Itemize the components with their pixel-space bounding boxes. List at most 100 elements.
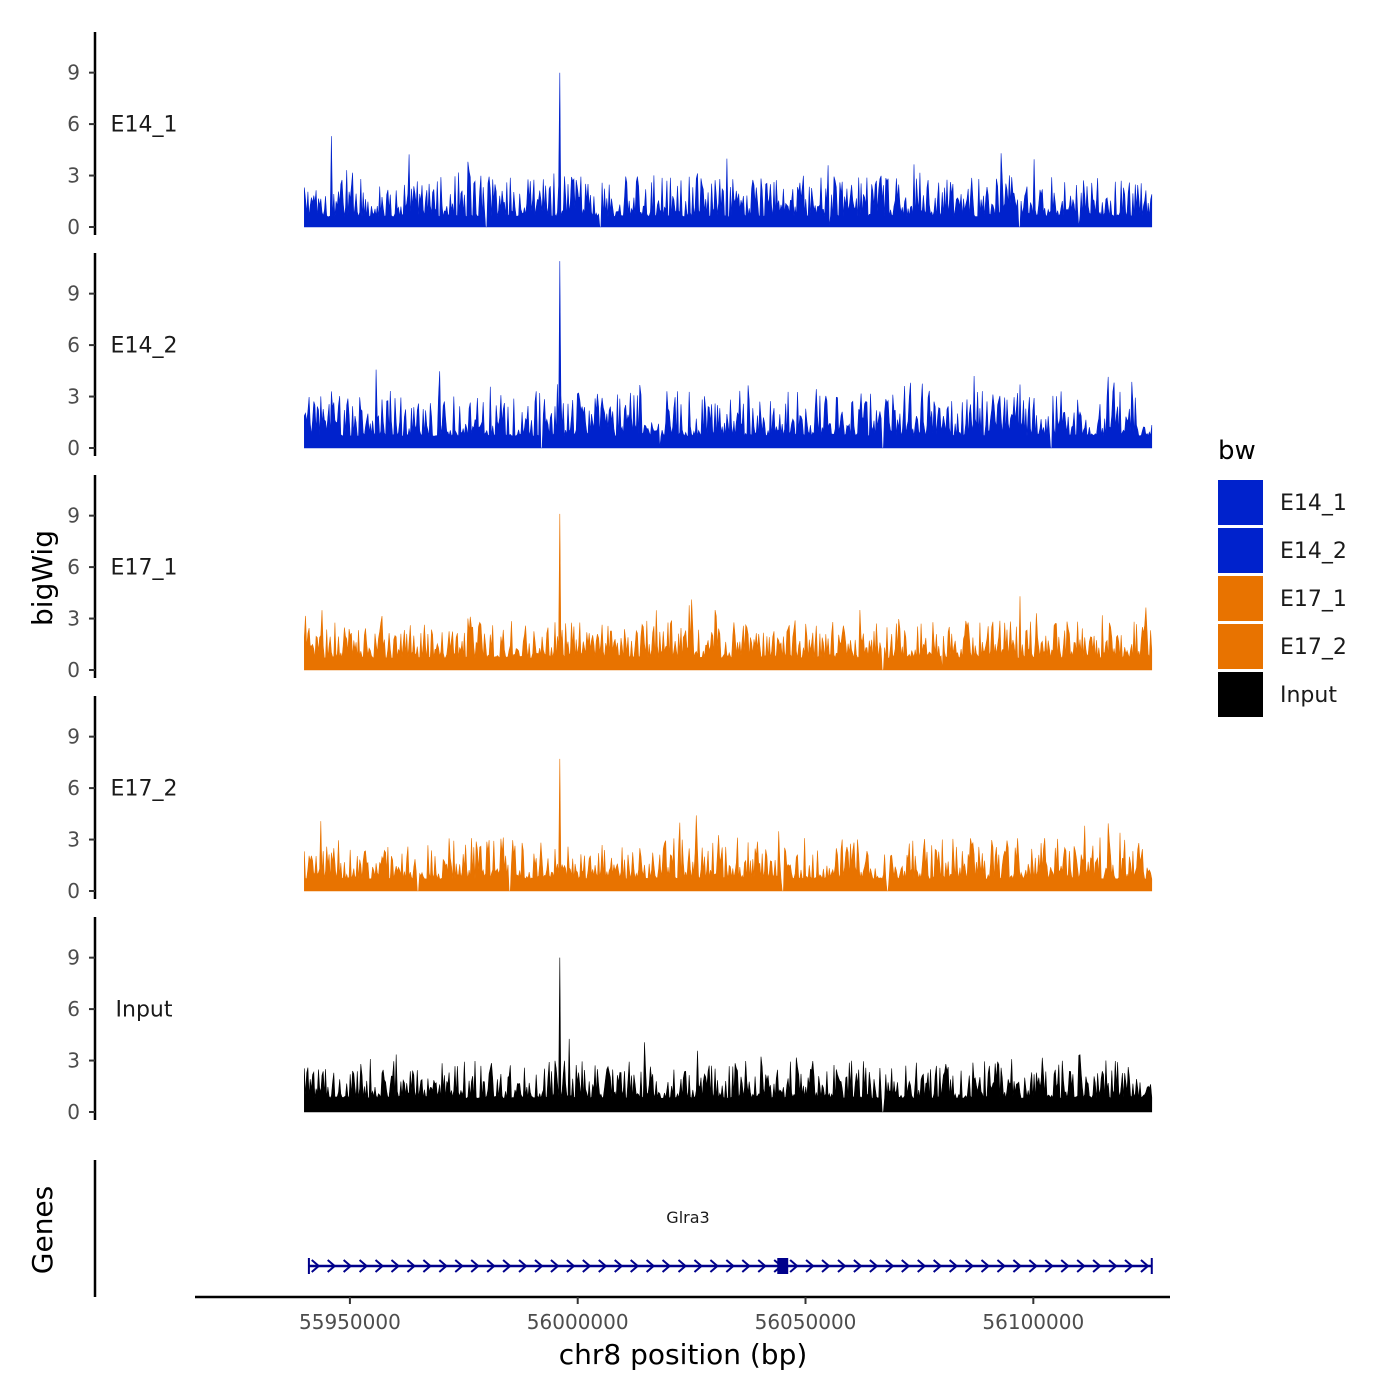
gene-strand-arrow <box>454 1259 464 1273</box>
gene-strand-arrow <box>869 1259 879 1273</box>
signal-area-Input <box>304 957 1153 1113</box>
gene-strand-arrow <box>1044 1259 1054 1273</box>
y-tick-label-E17_1-9: 9 <box>67 504 80 528</box>
gene-strand-arrow <box>422 1259 432 1273</box>
gene-strand-arrow <box>534 1259 544 1273</box>
gene-label: Glra3 <box>666 1208 709 1227</box>
gene-strand-arrow <box>741 1259 751 1273</box>
genes-axis-title: Genes <box>26 1186 59 1274</box>
gene-strand-arrow <box>582 1259 592 1273</box>
gene-strand-arrow <box>821 1259 831 1273</box>
legend-label-E17_2: E17_2 <box>1280 635 1347 660</box>
gene-strand-arrow <box>980 1259 991 1273</box>
gene-strand-arrow <box>885 1259 895 1273</box>
track-label-E17_2: E17_2 <box>111 777 178 802</box>
gene-strand-arrow <box>342 1259 353 1273</box>
y-tick-label-E14_1-6: 6 <box>67 112 80 136</box>
y-tick-label-Input-0: 0 <box>67 1100 80 1124</box>
gene-strand-arrow <box>374 1259 385 1273</box>
signal-area-E14_1 <box>304 72 1153 228</box>
legend: bw E14_1 E14_2 E17_1 E17_2 Input <box>1218 436 1347 717</box>
gene-strand-arrow <box>837 1259 847 1273</box>
y-tick-label-Input-9: 9 <box>67 946 80 970</box>
gene-strand-arrow <box>789 1259 799 1273</box>
legend-key-Input <box>1218 672 1263 717</box>
gene-strand-arrow <box>406 1259 416 1273</box>
gene-strand-arrow <box>948 1259 959 1273</box>
gene-strand-arrow <box>1060 1259 1070 1273</box>
legend-key-E17_2 <box>1218 624 1263 669</box>
gene-strand-arrow <box>917 1259 927 1273</box>
gene-strand-arrow <box>502 1259 512 1273</box>
y-tick-label-E17_2-0: 0 <box>67 879 80 903</box>
signal-area-E17_1 <box>303 513 1153 671</box>
legend-key-E17_1 <box>1218 576 1263 621</box>
y-tick-label-E17_1-6: 6 <box>67 555 80 579</box>
y-tick-label-E14_1-3: 3 <box>67 164 80 188</box>
y-tick-label-E14_2-3: 3 <box>67 385 80 409</box>
y-tick-label-E17_2-6: 6 <box>67 776 80 800</box>
signal-area-E14_2 <box>303 261 1153 449</box>
y-tick-label-E14_1-9: 9 <box>67 61 80 85</box>
gene-strand-arrow <box>311 1259 321 1273</box>
gene-strand-arrow <box>550 1259 560 1273</box>
track-E14_2: 0 3 6 9 E14_2 <box>67 253 1153 460</box>
gene-strand-arrow <box>932 1259 943 1273</box>
legend-key-E14_2 <box>1218 528 1263 573</box>
gene-strand-arrow <box>693 1259 703 1273</box>
y-tick-label-E14_2-9: 9 <box>67 282 80 306</box>
gene-strand-arrow <box>438 1259 448 1273</box>
x-axis-title: chr8 position (bp) <box>559 1338 808 1371</box>
gene-strand-arrow <box>1092 1259 1102 1273</box>
gene-strand-arrow <box>996 1259 1006 1273</box>
y-tick-label-E17_1-3: 3 <box>67 607 80 631</box>
legend-label-E14_1: E14_1 <box>1280 491 1347 516</box>
x-tick-label-56100000: 56100000 <box>982 1310 1084 1334</box>
track-label-Input: Input <box>116 998 173 1023</box>
gene-strand-arrow <box>1124 1259 1134 1273</box>
gene-strand-arrow <box>518 1259 528 1273</box>
legend-label-Input: Input <box>1280 683 1337 708</box>
gene-strand-arrow <box>1028 1259 1038 1273</box>
gene-strand-arrow <box>390 1259 401 1273</box>
y-axis-title: bigWig <box>26 530 59 626</box>
gene-strand-arrow <box>1140 1259 1150 1273</box>
gene-strand-arrow <box>1012 1259 1022 1273</box>
legend-key-E14_1 <box>1218 480 1263 525</box>
y-tick-label-E17_2-9: 9 <box>67 725 80 749</box>
track-E14_1: 0 3 6 9 E14_1 <box>67 32 1153 239</box>
gene-strand-arrow <box>901 1259 911 1273</box>
track-E17_2: 0 3 6 9 E17_2 <box>67 696 1153 903</box>
track-label-E14_2: E14_2 <box>111 334 178 359</box>
y-tick-label-Input-3: 3 <box>67 1049 80 1073</box>
gene-strand-arrow <box>1076 1259 1086 1273</box>
gene-strand-arrow <box>630 1259 640 1273</box>
track-Input: 0 3 6 9 Input <box>67 917 1153 1124</box>
track-label-E14_1: E14_1 <box>111 113 178 138</box>
gene-exon <box>777 1258 789 1274</box>
gene-panel: Glra3 <box>93 1160 1153 1297</box>
gene-strand-arrow <box>358 1259 369 1273</box>
legend-label-E17_1: E17_1 <box>1280 587 1347 612</box>
legend-title: bw <box>1218 436 1256 466</box>
gene-strand-arrow <box>661 1259 672 1273</box>
gene-strand-arrow <box>757 1259 767 1273</box>
y-tick-label-E14_2-0: 0 <box>67 436 80 460</box>
legend-label-E14_2: E14_2 <box>1280 539 1347 564</box>
gene-strand-arrow <box>964 1259 975 1273</box>
gene-strand-arrow <box>566 1259 576 1273</box>
signal-area-E17_2 <box>304 758 1153 892</box>
x-axis: 55950000 56000000 56050000 56100000 <box>195 1295 1170 1334</box>
y-tick-label-E14_2-6: 6 <box>67 333 80 357</box>
track-label-E17_1: E17_1 <box>111 556 178 581</box>
gene-strand-arrow <box>486 1259 496 1273</box>
y-tick-label-E17_2-3: 3 <box>67 828 80 852</box>
gene-strand-arrow <box>725 1259 735 1273</box>
track-E17_1: 0 3 6 9 E17_1 <box>67 475 1153 682</box>
track-panels: 0 3 6 9 E14_1 0 3 6 9 E14_2 0 3 6 9 E17_1 0 3 6 9 E17_2 0 3 6 9… <box>67 32 1153 1124</box>
y-tick-label-E14_1-0: 0 <box>67 215 80 239</box>
gene-strand-arrow <box>470 1259 480 1273</box>
y-tick-label-Input-6: 6 <box>67 997 80 1021</box>
x-tick-label-55950000: 55950000 <box>299 1310 401 1334</box>
